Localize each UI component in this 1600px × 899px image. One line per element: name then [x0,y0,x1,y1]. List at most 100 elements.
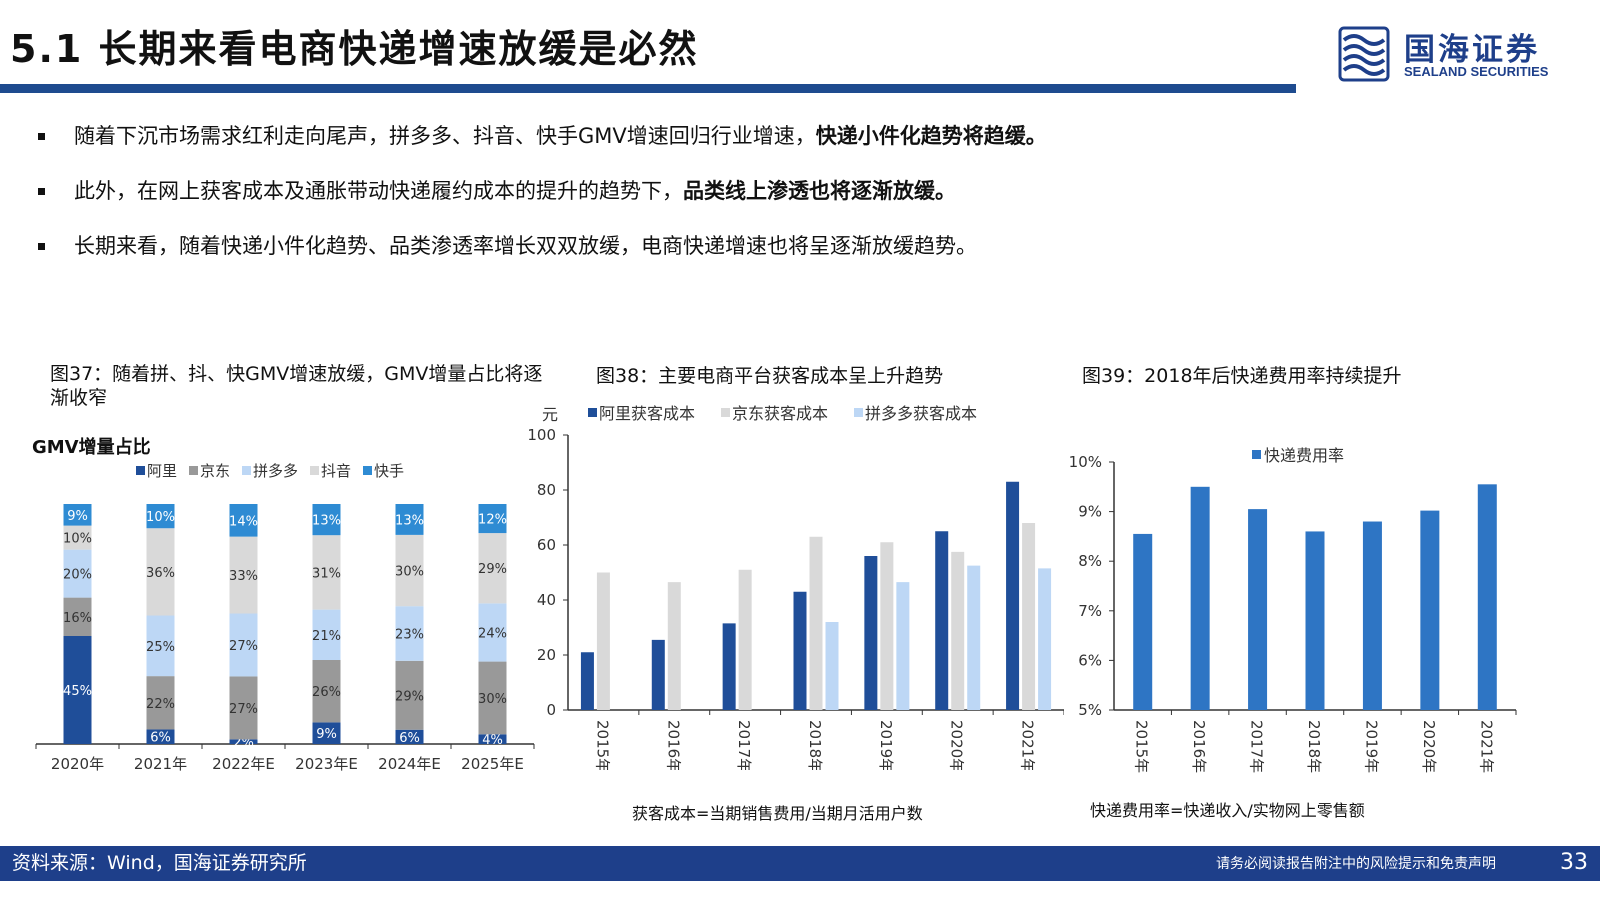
data-label: 10% [146,510,175,525]
stacked-bar-segment [63,597,92,636]
data-label: 12% [478,513,507,528]
stacked-bar-segment [395,504,424,535]
data-label: 33% [229,569,258,584]
data-label: 30% [478,692,507,707]
x-tick-label: 2020年 [948,720,966,770]
x-tick-label: 2021年 [1477,720,1495,773]
y-tick-label: 100 [527,426,556,444]
data-label: 24% [478,626,507,641]
bar [809,536,823,710]
stacked-bar-segment [395,729,424,744]
bullet-text: 此外，在网上获客成本及通胀带动快递履约成本的提升的趋势下， [74,179,683,203]
express-fee-rate-chart: 5% 6% 7% 8% 9% 10% 快递费用率 2015年 2016年 2017年 2018年 20… [1069,446,1517,773]
figure-37-title: 图37：随着拼、抖、快GMV增速放缓，GMV增量占比将逐渐收窄 [50,363,543,409]
stacked-bar-segment [146,729,175,744]
bar [1420,510,1440,710]
page-title: 5.1 长期来看电商快递增速放缓是必然 [10,27,699,71]
bar [1362,521,1382,710]
data-label: 26% [312,685,341,700]
y-tick-label: 8% [1078,552,1102,570]
y-tick-label: 40 [537,591,556,609]
data-label: 27% [229,639,258,654]
y-tick-label: 0 [546,701,556,719]
bar [1305,531,1325,710]
legend-swatch [189,466,198,475]
y-tick-label: 6% [1078,651,1102,669]
y-axis-unit: 元 [542,405,558,424]
bar [1190,486,1210,710]
x-tick-label: 2025年E [461,755,524,773]
data-label: 30% [395,565,424,580]
stacked-bar-segment [395,606,424,661]
x-tick-label: 2016年 [1190,720,1208,773]
x-tick-label: 2015年 [1133,720,1151,773]
data-label: 10% [63,532,92,547]
logo-chinese-name: 国海证券 [1404,32,1540,68]
bullet-item: 此外，在网上获客成本及通胀带动快递履约成本的提升的趋势下，品类线上渗透也将逐渐放… [36,173,1536,228]
x-tick-label: 2020年 [51,755,104,773]
data-label: 9% [316,727,337,742]
data-label: 23% [395,628,424,643]
x-tick-label: 2016年 [664,720,682,770]
stacked-bar-segment [312,535,341,610]
bar [1133,533,1153,710]
stacked-bar-segment [229,504,258,537]
stacked-bar-segment [63,525,92,550]
data-label: 21% [312,629,341,644]
stacked-bar-segment [478,734,507,744]
bar [667,582,681,710]
data-label: 36% [146,566,175,581]
figure-39-note: 快递费用率=快递收入/实物网上零售额 [1090,801,1365,820]
legend-label: 拼多多 [253,462,298,480]
footer-source: 资料来源：Wind，国海证券研究所 [12,852,307,874]
x-tick-label: 2018年 [1305,720,1323,773]
legend-label: 京东获客成本 [732,404,828,423]
legend-label: 京东 [200,462,230,480]
data-label: 20% [63,568,92,583]
bullet-bold-text: 品类线上渗透也将逐渐放缓。 [683,179,956,203]
legend-label: 快递费用率 [1264,446,1344,465]
bar [896,582,910,710]
x-tick-label: 2023年E [295,755,358,773]
bar [1038,568,1052,710]
bar [1022,523,1036,710]
logo-english-name: SEALAND SECURITIES [1404,64,1549,79]
stacked-bar-segment [395,660,424,730]
y-tick-label: 80 [537,481,556,499]
bar [967,565,981,710]
legend-label: 抖音 [321,462,351,480]
bullet-bold-text: 快递小件化趋势将趋缓。 [815,124,1047,148]
x-tick-label: 2018年 [806,720,824,770]
y-tick-label: 10% [1069,453,1102,471]
bar [935,531,949,710]
stacked-bar-segment [478,661,507,735]
data-label: 4% [482,733,503,748]
legend-swatch [1252,450,1261,459]
data-label: 14% [229,514,258,529]
y-tick-label: 5% [1078,701,1102,719]
stacked-bar-segment [395,534,424,607]
legend-label: 拼多多获客成本 [865,404,977,423]
y-tick-label: 7% [1078,602,1102,620]
data-label: 45% [63,684,92,699]
stacked-bar-segment [146,528,175,616]
stacked-bar-segment [478,533,507,604]
y-tick-label: 60 [537,536,556,554]
x-tick-label: 2020年 [1420,720,1438,773]
x-tick-label: 2021年 [134,755,187,773]
bullet-square-icon [38,133,45,140]
x-tick-label: 2019年 [1362,720,1380,773]
bar [880,542,894,710]
legend-swatch [310,466,319,475]
stacked-bar-segment [63,504,92,526]
footer-disclaimer: 请务必阅读报告附注中的风险提示和免责声明 [1216,856,1496,872]
legend-swatch [136,466,145,475]
stacked-bar-segment [229,613,258,677]
x-tick-label: 2017年 [1248,720,1266,773]
data-label: 2% [233,736,254,751]
stacked-bar-segment [146,676,175,730]
stacked-bar-segment [63,549,92,598]
bar [951,551,965,710]
x-tick-label: 2022年E [212,755,275,773]
